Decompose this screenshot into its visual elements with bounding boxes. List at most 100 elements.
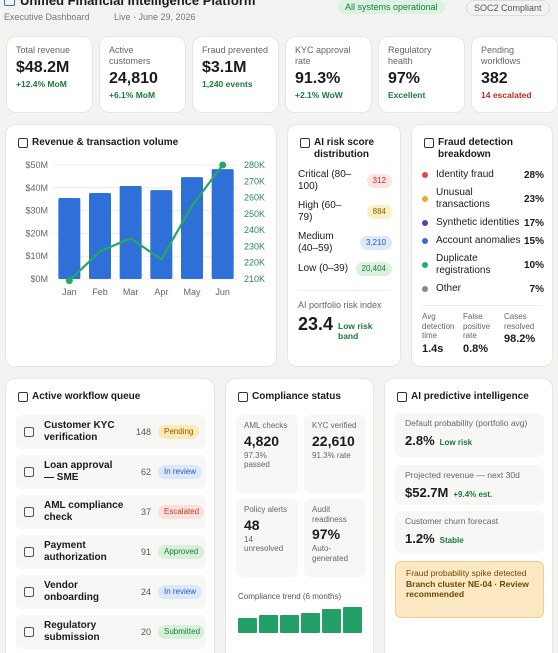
- trend-bar: [301, 613, 320, 633]
- y-tick-label: $50M: [25, 160, 48, 170]
- y-tick-label: $10M: [25, 251, 48, 261]
- y2-tick-label: 230K: [244, 241, 265, 251]
- card-icon: [300, 138, 310, 148]
- ai-note: +9.4% est.: [453, 489, 493, 499]
- card-icon: [424, 138, 434, 148]
- fraud-row: Identity fraud 28%: [422, 169, 544, 181]
- fraud-list: Identity fraud 28% Unusual transactions 23%…: [422, 169, 544, 295]
- risk-index-note: Low risk band: [338, 321, 373, 341]
- trend-bar: [238, 618, 257, 633]
- card-title: AI risk score distribution: [314, 137, 375, 160]
- kpi-label: Pending workflows: [481, 45, 521, 66]
- fraud-label: Account anomalies: [436, 235, 521, 246]
- kpi-card: Regulatory health 97% Excellent: [378, 36, 465, 113]
- risk-index-value: 23.4: [298, 314, 334, 334]
- y2-tick-label: 280K: [244, 160, 265, 170]
- workflow-icon: [24, 427, 34, 437]
- fraud-label: Other: [436, 283, 462, 294]
- compliance-cell: KYC verified 22,610 91.3% rate: [304, 415, 366, 493]
- card-title: Active workflow queue: [32, 391, 141, 402]
- risk-card: AI risk score distribution Critical (80–1…: [287, 124, 401, 367]
- kpi-value: 382: [481, 70, 508, 87]
- cell-note: Auto-generated: [312, 544, 349, 563]
- alert-text: Branch cluster NE-04 · Review recommende…: [406, 579, 529, 599]
- kpi-delta: +12.4% MoM: [16, 79, 67, 89]
- kpi-value: 24,810: [109, 70, 158, 87]
- risk-count: 884: [366, 205, 392, 219]
- fraud-row: Synthetic identities 17%: [422, 217, 544, 229]
- kpi-card: KYC approval rate 91.3% +2.1% WoW: [285, 36, 372, 113]
- fraud-card: Fraud detection breakdown Identity fraud 2…: [411, 124, 553, 367]
- kpi-value: $48.2M: [16, 59, 70, 76]
- kpi-value: 97%: [388, 70, 421, 87]
- workflow-status: Approved: [158, 545, 204, 559]
- alert-title: Fraud probability spike detected: [406, 568, 527, 578]
- workflow-row: Payment authorization 91 Approved: [16, 535, 206, 569]
- card-icon: [397, 392, 407, 402]
- workflow-row: Regulatory submission 20 Submitted: [16, 615, 206, 649]
- x-tick-label: Jun: [215, 287, 230, 297]
- y-tick-label: $30M: [25, 206, 48, 216]
- ai-card: AI predictive intelligence Default probab…: [384, 378, 553, 653]
- kpi-value: $3.1M: [202, 59, 247, 76]
- fraud-dot: [422, 238, 428, 244]
- cell-note: 97.3% passed: [244, 450, 270, 470]
- kpi-label: Fraud prevented: [202, 45, 269, 55]
- ai-label: Default probability (portfolio avg): [405, 418, 528, 428]
- ai-row: $52.7M +9.4% est.: [405, 485, 534, 500]
- kpi-delta: 14 escalated: [481, 90, 532, 100]
- ai-alert: Fraud probability spike detected Branch c…: [395, 561, 544, 618]
- fraud-value: 23%: [523, 193, 544, 205]
- ai-metric: Default probability (portfolio avg) 2.8% L…: [395, 413, 544, 457]
- fraud-value: 15%: [523, 235, 544, 247]
- stat-label: False positive rate: [463, 312, 491, 340]
- workflow-label: AML compliance check: [44, 500, 124, 523]
- x-tick-label: Mar: [123, 287, 139, 297]
- fraud-value: 28%: [523, 169, 544, 181]
- workflow-icon: [24, 627, 34, 637]
- trend-bar: [322, 609, 341, 633]
- x-tick-label: Apr: [154, 287, 168, 297]
- status-pill: All systems operational: [338, 0, 445, 14]
- bar: [150, 190, 173, 279]
- risk-label: Critical (80–100): [298, 169, 352, 192]
- stat-value: 1.4s: [422, 342, 444, 355]
- kpi-card: Fraud prevented $3.1M 1,240 events: [192, 36, 279, 113]
- stat-value: 0.8%: [463, 342, 489, 355]
- app-subtitle: Executive Dashboard: [4, 12, 90, 22]
- y2-tick-label: 210K: [244, 274, 265, 284]
- y-tick-label: $20M: [25, 228, 48, 238]
- workflow-icon: [24, 467, 34, 477]
- risk-label: High (60–79): [298, 200, 342, 223]
- workflow-label: Customer KYC verification: [44, 420, 115, 443]
- workflow-row: Customer KYC verification 148 Pending: [16, 415, 206, 449]
- line: [68, 164, 224, 282]
- compliance-cell: Audit readiness 97% Auto-generated: [304, 499, 366, 577]
- kpi-delta: Excellent: [388, 90, 426, 100]
- workflow-count: 62: [140, 467, 151, 477]
- ai-label: Projected revenue — next 30d: [405, 470, 520, 480]
- y2-tick-label: 260K: [244, 193, 265, 203]
- kpi-label: KYC approval rate: [295, 45, 351, 66]
- workflow-status: Escalated: [158, 505, 204, 519]
- card-title: Compliance status: [252, 391, 341, 402]
- revenue-card: Revenue & transaction volume $0M $10M $20M $…: [5, 124, 277, 367]
- y2-tick-label: 220K: [244, 258, 265, 268]
- workflow-status: In review: [158, 465, 203, 479]
- trend-bar: [343, 607, 362, 633]
- workflow-status: In review: [158, 585, 203, 599]
- workflow-icon: [24, 587, 34, 597]
- card-title: Fraud detection breakdown: [438, 137, 514, 160]
- cell-label: Policy alerts: [244, 505, 288, 514]
- bar: [211, 169, 234, 279]
- workflow-label: Regulatory submission: [44, 620, 100, 643]
- compliance-card: Compliance status AML checks 4,820 97.3% pa…: [225, 378, 374, 653]
- compliance-cell: Policy alerts 48 14 unresolved: [236, 499, 298, 577]
- cell-value: 4,820: [244, 432, 280, 449]
- compliance-cell: AML checks 4,820 97.3% passed: [236, 415, 298, 493]
- cell-note: 14 unresolved: [244, 534, 284, 554]
- fraud-row: Account anomalies 15%: [422, 235, 544, 247]
- kpi-label: Regulatory health: [388, 45, 432, 66]
- cell-label: KYC verified: [312, 421, 357, 430]
- stat-label: Cases resolved: [504, 312, 535, 331]
